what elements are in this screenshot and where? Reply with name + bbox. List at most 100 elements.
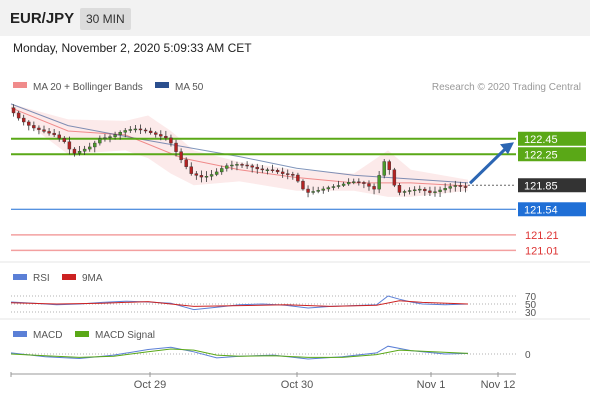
candle-body (27, 121, 31, 126)
level-label-121.01: 121.01 (525, 245, 559, 257)
rsi-tick-70: 70 (525, 292, 537, 303)
candle-body (77, 151, 82, 154)
level-tag-122.25: 122.25 (524, 149, 558, 161)
candle-body (387, 161, 391, 170)
candle-body (108, 136, 112, 138)
price-panel: 122.45 122.25 121.85 121.54 121.21 121.01 MA … (10, 82, 586, 257)
candle-body (194, 173, 199, 176)
candle-body (67, 141, 72, 150)
legend-swatch-ma50 (155, 82, 169, 88)
candle-body (225, 165, 229, 169)
candle-body (179, 151, 183, 161)
candle-body (412, 189, 417, 192)
candle-body (11, 107, 16, 114)
price-candles (11, 104, 468, 198)
datetime-label: Monday, November 2, 2020 5:09:33 AM CET (13, 41, 252, 55)
candle-body (296, 174, 300, 182)
candle-body (423, 188, 427, 192)
candle-body (62, 138, 67, 142)
candle-body (306, 188, 310, 193)
candle-body (402, 191, 407, 193)
legend-bollinger: MA 20 + Bollinger Bands (33, 82, 143, 93)
candle-body (103, 137, 107, 139)
candle-body (291, 174, 295, 176)
candle-body (169, 137, 173, 144)
candle-body (138, 128, 143, 131)
legend-9ma: 9MA (82, 273, 103, 284)
level-label-121.21: 121.21 (525, 230, 559, 242)
ma50-line (10, 103, 469, 184)
candle-body (21, 117, 26, 123)
candle-body (113, 134, 117, 137)
candle-body (377, 175, 381, 190)
candle-body (47, 131, 51, 134)
price-levels (11, 137, 516, 252)
candle-body (199, 175, 204, 178)
candle-body (392, 169, 397, 186)
candle-body (428, 190, 432, 193)
candle-body (326, 187, 331, 190)
candle-body (453, 185, 458, 187)
timeframe-badge[interactable]: 30 MIN (80, 8, 131, 30)
candle-body (240, 164, 244, 166)
candle-body (341, 183, 346, 186)
candle-body (372, 186, 376, 190)
candle-body (143, 129, 148, 132)
level-tag-bg-121.54 (518, 202, 586, 217)
candle-body (270, 169, 275, 171)
rsi-tick-50: 50 (525, 300, 537, 311)
candle-body (336, 185, 341, 187)
candle-body (357, 181, 361, 183)
legend-ma50: MA 50 (175, 82, 204, 93)
candle-body (159, 134, 163, 137)
candle-body (275, 169, 280, 173)
level-tag-bg-121.85 (518, 178, 586, 193)
candle-body (16, 112, 21, 119)
candle-body (174, 142, 178, 152)
candle-body (443, 188, 447, 191)
legend-swatch-9ma (62, 274, 76, 280)
x-tick-label: Nov 12 (481, 379, 516, 391)
candle-body (57, 134, 61, 139)
candle-body (407, 190, 412, 192)
candle-body (98, 138, 102, 144)
candle-body (189, 166, 193, 174)
candle-body (382, 161, 386, 176)
legend-macd: MACD (33, 330, 62, 341)
candle-body (352, 181, 356, 183)
candle-body (204, 176, 209, 178)
level-tag-bg-122.45 (518, 131, 586, 146)
projection-head (500, 142, 514, 155)
macd-guides: 0 (11, 350, 531, 361)
candle-body (418, 188, 422, 191)
candle-body (37, 127, 41, 130)
candle-body (118, 132, 122, 135)
rsi-tick-30: 30 (525, 308, 537, 319)
bollinger-band-fill (11, 103, 468, 197)
x-tick-label: Oct 29 (134, 379, 166, 391)
candle-body (260, 168, 265, 171)
candle-body (72, 148, 77, 154)
candle-body (433, 191, 437, 193)
candle-body (214, 171, 219, 175)
candle-body (230, 164, 234, 167)
level-tag-bg-122.25 (518, 147, 586, 162)
candle-body (88, 146, 92, 150)
candle-body (133, 128, 138, 131)
legend-swatch-macd (13, 331, 27, 337)
bollinger-mid-line (10, 107, 469, 187)
macd-tick-0: 0 (525, 350, 531, 361)
candle-body (82, 148, 87, 152)
candle-body (123, 130, 127, 133)
candle-body (52, 132, 56, 136)
legend-rsi: RSI (33, 273, 50, 284)
candle-body (128, 129, 133, 131)
symbol-title: EUR/JPY (10, 10, 75, 27)
candle-body (32, 125, 36, 129)
candle-body (154, 132, 158, 135)
projection-shaft (468, 145, 510, 185)
candle-body (220, 168, 224, 173)
